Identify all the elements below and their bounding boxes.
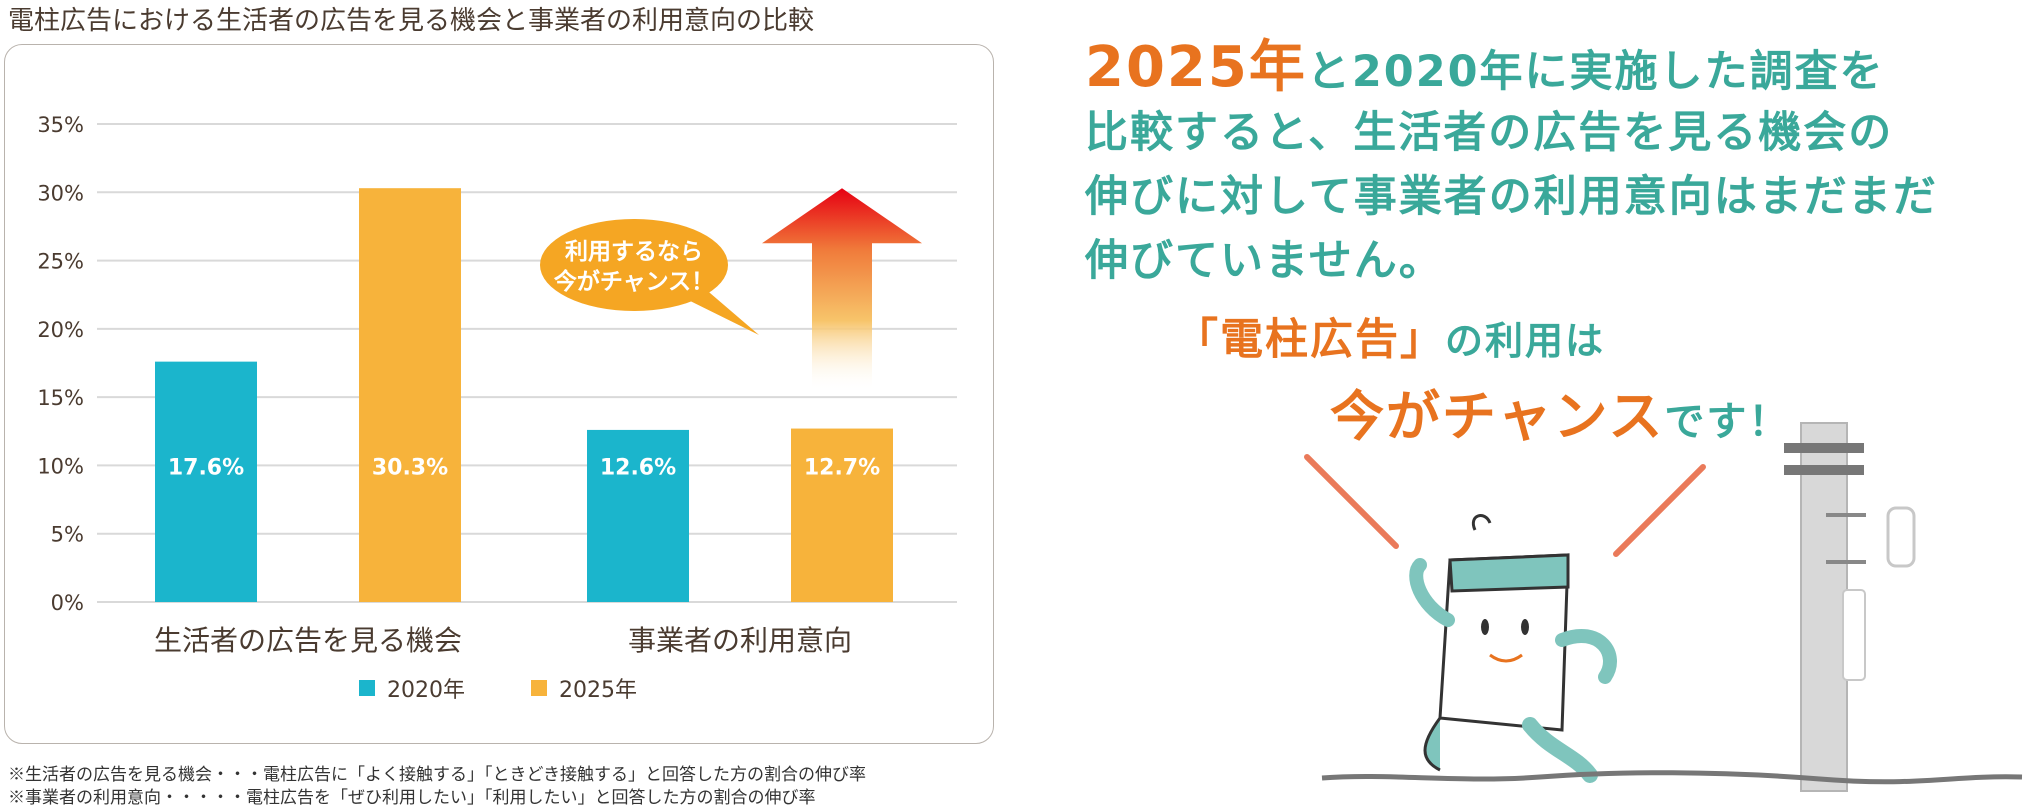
chart-title: 電柱広告における生活者の広告を見る機会と事業者の利用意向の比較 xyxy=(8,6,815,36)
y-tick-label: 10% xyxy=(37,454,84,478)
footnote-1: ※生活者の広告を見る機会・・・電柱広告に「よく接触する」「ときどき接触する」と回… xyxy=(8,765,866,785)
y-tick-label: 25% xyxy=(37,250,84,274)
x-category-label: 生活者の広告を見る機会 xyxy=(154,624,462,657)
message-line-1: 2025年と2020年に実施した調査を xyxy=(1085,22,1885,103)
legend-label: 2025年 xyxy=(559,678,637,703)
x-category-label: 事業者の利用意向 xyxy=(628,624,852,657)
ground-line xyxy=(1321,770,2023,785)
message-line-1-text: と2020年に実施した調査を xyxy=(1306,47,1885,97)
cta-end: です！ xyxy=(1664,399,1791,445)
y-tick-label: 0% xyxy=(51,591,84,615)
message-year-2025: 2025年 xyxy=(1085,35,1307,100)
cta-mid: の利用は xyxy=(1445,319,1606,363)
mascot-illustration xyxy=(1304,422,2023,792)
legend-swatch xyxy=(531,680,547,696)
sparkle-line-left xyxy=(1304,454,1399,549)
cta-line-2: 今がチャンスです！ xyxy=(1330,372,1790,451)
utility-pole-icon xyxy=(1784,422,1916,792)
y-tick-label: 20% xyxy=(37,318,84,342)
data-label: 12.6% xyxy=(600,455,676,480)
bubble-text: 利用するなら xyxy=(565,239,703,265)
message-line-4: 伸びていません。 xyxy=(1085,236,1444,286)
speech-bubble xyxy=(540,219,728,311)
data-label: 30.3% xyxy=(372,455,448,480)
bar-1-1 xyxy=(791,428,893,602)
cta-line-1: 「電柱広告」の利用は xyxy=(1175,305,1605,367)
growth-arrow-icon xyxy=(762,188,922,392)
bubble-text: 今がチャンス！ xyxy=(554,268,714,295)
cta-brand: 「電柱広告」 xyxy=(1175,315,1445,365)
y-tick-label: 30% xyxy=(37,181,84,205)
bar-chart: 0% 5% 10% 15% 20% 25% 30% 35% 17.6% 30.3% 12.6% 12… xyxy=(37,113,957,703)
legend-swatch xyxy=(359,680,375,696)
bar-0-1 xyxy=(359,188,461,602)
sparkle-line-right xyxy=(1613,464,1706,557)
message-line-3: 伸びに対して事業者の利用意向はまだまだ xyxy=(1085,172,1938,222)
cta-chance: 今がチャンス xyxy=(1330,385,1665,448)
bar-0-0 xyxy=(155,361,257,602)
message-line-2: 比較すると、生活者の広告を見る機会の xyxy=(1085,108,1894,158)
mascot-character-icon xyxy=(1409,514,1617,783)
y-tick-label: 15% xyxy=(37,386,84,410)
y-tick-label: 5% xyxy=(51,523,84,547)
y-tick-label: 35% xyxy=(37,113,84,137)
footnote-2: ※事業者の利用意向・・・・・電柱広告を「ぜひ利用したい」「利用したい」と回答した… xyxy=(8,788,816,808)
legend-label: 2020年 xyxy=(387,678,465,703)
data-label: 17.6% xyxy=(168,455,244,480)
bar-1-0 xyxy=(587,429,689,602)
data-label: 12.7% xyxy=(804,455,880,480)
